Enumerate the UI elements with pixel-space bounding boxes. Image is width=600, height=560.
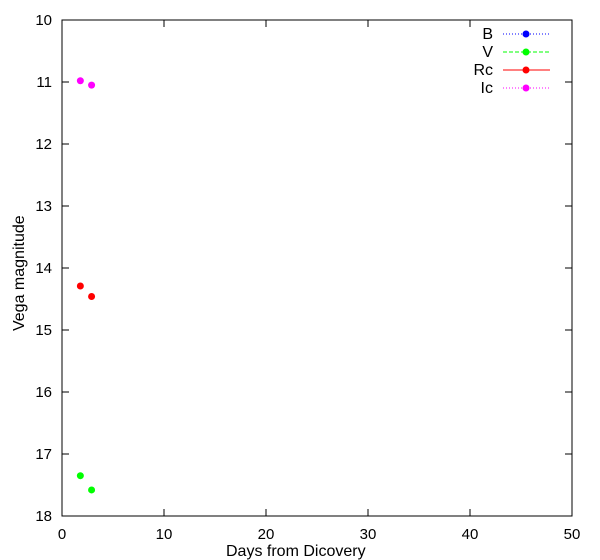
y-tick-label: 14 — [35, 260, 52, 277]
data-point-v — [76, 472, 84, 480]
y-tick-label: 11 — [36, 74, 52, 91]
data-points — [76, 77, 96, 494]
legend-marker-b — [522, 30, 530, 38]
data-point-v — [88, 486, 96, 494]
legend-label-b: B — [482, 26, 493, 43]
x-tick-label: 10 — [156, 526, 173, 543]
x-tick-label: 40 — [462, 526, 479, 543]
data-point-ic — [88, 81, 96, 89]
y-tick-label: 13 — [35, 198, 52, 215]
y-tick-label: 18 — [35, 508, 52, 525]
x-tick-label: 0 — [58, 526, 66, 543]
legend-label-ic: Ic — [481, 80, 493, 97]
data-point-rc — [76, 282, 84, 290]
x-tick-label: 30 — [360, 526, 377, 543]
axis-ticks: 0 10 20 30 40 50 10 11 12 13 14 15 16 17 18 — [35, 12, 580, 543]
y-axis-label: Vega magnitude — [11, 215, 28, 331]
data-point-ic — [76, 77, 84, 85]
x-tick-label: 50 — [564, 526, 581, 543]
legend-label-rc: Rc — [473, 62, 493, 79]
x-tick-label: 20 — [258, 526, 275, 543]
y-tick-label: 16 — [35, 384, 52, 401]
y-tick-label: 17 — [35, 446, 52, 463]
legend-marker-v — [522, 48, 530, 56]
y-tick-label: 10 — [35, 12, 52, 29]
plot-frame — [61, 19, 573, 517]
legend-marker-rc — [522, 66, 530, 74]
legend-marker-ic — [522, 84, 530, 92]
legend-label-v: V — [482, 44, 493, 61]
y-tick-label: 15 — [35, 322, 52, 339]
y-tick-label: 12 — [35, 136, 52, 153]
data-point-rc — [88, 293, 96, 301]
x-axis-label: Days from Dicovery — [226, 543, 366, 560]
